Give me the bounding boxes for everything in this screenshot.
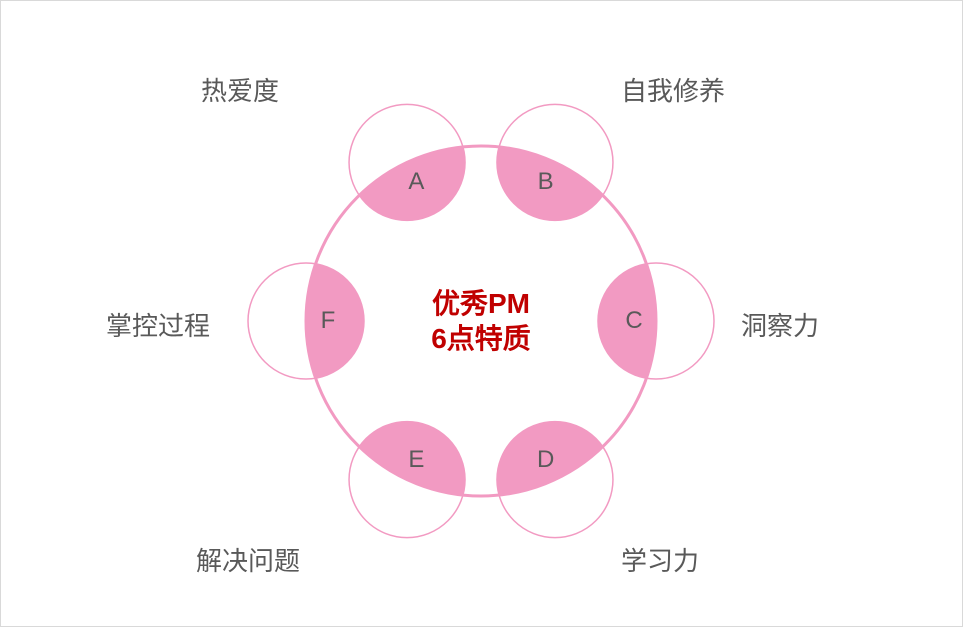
node-label-F: 掌控过程 [106, 306, 210, 343]
diagram-frame: 优秀PM 6点特质 A B C D E F 热爱度 自我修养洞察力学习力 解决问题 掌控过程 [0, 0, 963, 627]
center-title-line2: 6点特质 [431, 321, 531, 356]
node-label-A: 热爱度 [201, 71, 279, 108]
petal-letter-D: D [537, 446, 554, 474]
node-label-E: 解决问题 [196, 541, 300, 578]
petal-letter-A: A [408, 168, 424, 196]
petal-letter-E: E [408, 446, 424, 474]
node-label-D: 学习力 [621, 541, 699, 578]
diagram-stage: 优秀PM 6点特质 A B C D E F 热爱度 自我修养洞察力学习力 解决问题 掌控过程 [1, 1, 963, 627]
node-label-C: 洞察力 [741, 306, 819, 343]
center-title-line1: 优秀PM [431, 286, 531, 321]
petal-letter-C: C [625, 307, 642, 335]
center-title: 优秀PM 6点特质 [431, 286, 531, 356]
node-label-B: 自我修养 [621, 71, 725, 108]
petal-letter-F: F [321, 307, 336, 335]
petal-letter-B: B [538, 168, 554, 196]
